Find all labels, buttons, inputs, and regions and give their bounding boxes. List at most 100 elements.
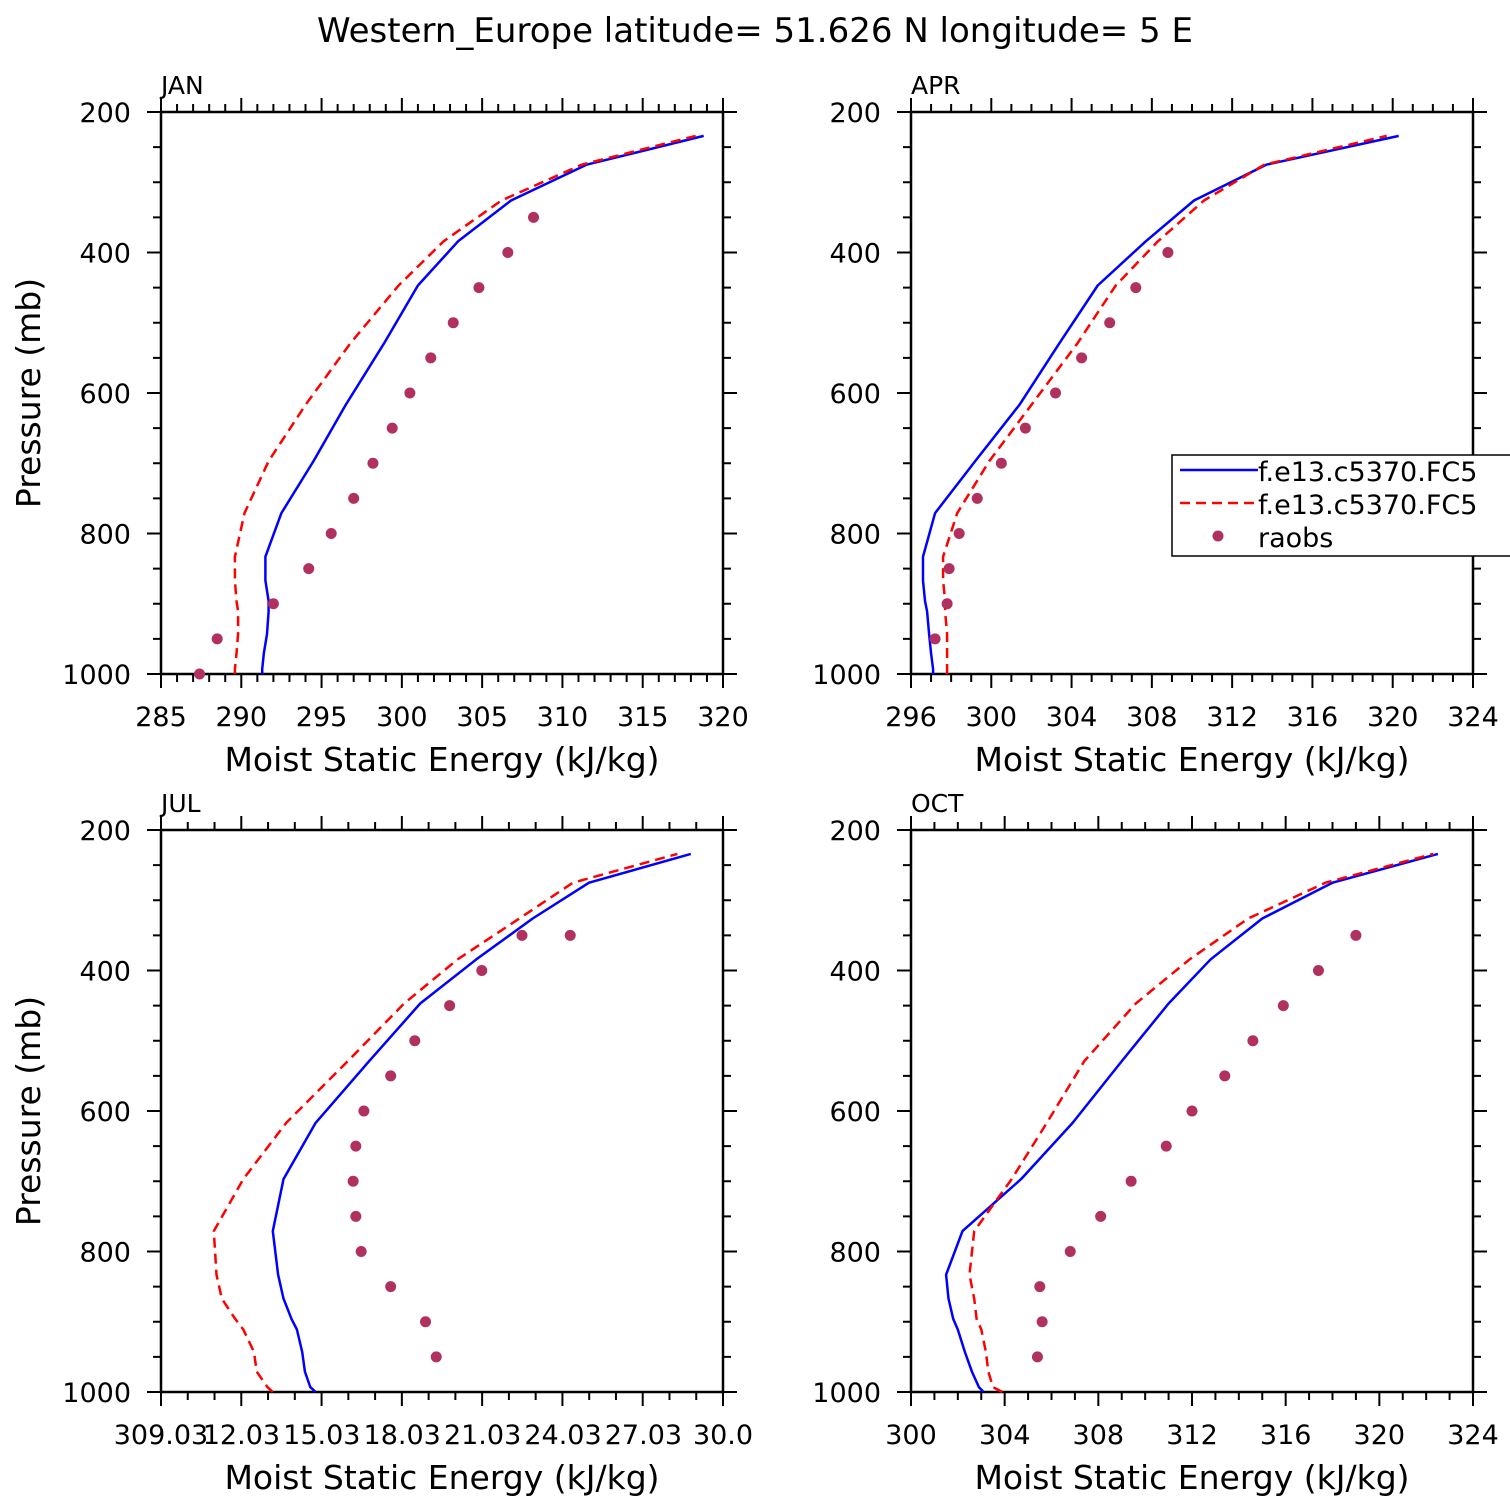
- raobs-point: [1186, 1105, 1198, 1117]
- legend-entry-dashed: f.e13.c5370.FC5: [1180, 490, 1477, 521]
- raobs-point: [1036, 1316, 1048, 1328]
- legend-label-dashed: f.e13.c5370.FC5: [1258, 490, 1477, 521]
- panel-label: JAN: [159, 71, 204, 100]
- legend-box: [1171, 454, 1510, 557]
- legend-entry-raobs: raobs: [1212, 523, 1333, 554]
- panel-label: OCT: [911, 789, 964, 818]
- raobs-point: [953, 528, 965, 539]
- plot-frame: [909, 110, 1475, 676]
- series-line-dashed: [941, 134, 1387, 674]
- y-tick-label: 400: [79, 239, 131, 270]
- raobs-point: [385, 1070, 397, 1082]
- y-tick-label: 600: [829, 1097, 881, 1128]
- y-tick-label: 1000: [812, 660, 881, 691]
- raobs-point: [1247, 1035, 1259, 1047]
- y-tick-label: 600: [829, 379, 881, 410]
- raobs-point: [1350, 929, 1362, 941]
- raobs-point: [194, 668, 206, 680]
- y-tick-label: 800: [829, 520, 881, 551]
- y-tick-label: 200: [829, 98, 881, 129]
- raobs-point: [367, 457, 379, 469]
- series-line-solid: [271, 852, 692, 1393]
- raobs-point: [1064, 1246, 1076, 1257]
- x-tick-label: 296: [885, 702, 937, 733]
- x-tick-label: 15.03: [283, 1420, 360, 1451]
- raobs-point: [995, 457, 1007, 469]
- legend-entry-solid: f.e13.c5370.FC5: [1180, 457, 1477, 488]
- x-tick-label: 24.03: [524, 1420, 601, 1451]
- raobs-point: [420, 1316, 432, 1328]
- raobs-point: [1095, 1210, 1107, 1222]
- y-tick-label: 600: [79, 379, 131, 410]
- raobs-point: [409, 1035, 421, 1047]
- y-tick-label: 1000: [62, 1378, 131, 1409]
- x-tick-label: 309.03: [114, 1420, 208, 1451]
- y-tick-label: 200: [829, 816, 881, 847]
- raobs-point: [1312, 965, 1324, 976]
- raobs-point: [1277, 1000, 1289, 1012]
- y-tick-label: 400: [829, 239, 881, 270]
- raobs-point: [1019, 422, 1031, 434]
- x-tick-label: 295: [296, 702, 348, 733]
- y-tick-label: 400: [829, 957, 881, 988]
- raobs-point: [347, 1175, 359, 1187]
- raobs-point: [473, 282, 485, 294]
- x-tick-label: 21.03: [444, 1420, 521, 1451]
- raobs-point: [386, 422, 398, 434]
- x-tick-label: 290: [216, 702, 268, 733]
- y-tick-label: 1000: [62, 660, 131, 691]
- raobs-point: [564, 929, 576, 941]
- x-axis-label: Moist Static Energy (kJ/kg): [974, 1458, 1409, 1497]
- x-tick-label: 27.03: [605, 1420, 682, 1451]
- raobs-point: [444, 1000, 456, 1012]
- panel-label: JUL: [159, 789, 201, 818]
- raobs-point: [1050, 387, 1062, 399]
- x-tick-label: 310: [537, 702, 589, 733]
- raobs-point: [325, 528, 337, 539]
- x-tick-label: 324: [1447, 702, 1499, 733]
- y-tick-label: 800: [829, 1238, 881, 1269]
- raobs-point: [303, 563, 315, 575]
- raobs-point: [404, 387, 416, 399]
- legend-raobs-marker-swatch: [1212, 530, 1224, 542]
- raobs-point: [430, 1351, 442, 1363]
- legend-label-raobs: raobs: [1258, 523, 1333, 554]
- series-line-dashed: [968, 852, 1434, 1394]
- raobs-point: [1034, 1281, 1046, 1293]
- x-tick-label: 320: [1367, 702, 1419, 733]
- x-tick-label: 285: [135, 702, 187, 733]
- raobs-point: [941, 598, 953, 610]
- x-axis-label: Moist Static Energy (kJ/kg): [974, 740, 1409, 779]
- x-tick-label: 304: [1046, 702, 1098, 733]
- x-axis-label: Moist Static Energy (kJ/kg): [224, 1458, 659, 1497]
- x-tick-label: 300: [376, 702, 428, 733]
- y-axis-label: Pressure (mb): [9, 278, 48, 508]
- x-tick-label: 30.0: [693, 1420, 753, 1451]
- x-tick-label: 308: [1126, 702, 1178, 733]
- raobs-point: [1219, 1070, 1231, 1082]
- y-tick-label: 800: [79, 1238, 131, 1269]
- y-tick-label: 200: [79, 98, 131, 129]
- legend-label-solid: f.e13.c5370.FC5: [1258, 457, 1477, 488]
- plot-frame: [159, 110, 725, 676]
- raobs-point: [1031, 1351, 1043, 1363]
- raobs-point: [355, 1246, 367, 1257]
- x-tick-label: 304: [979, 1420, 1031, 1451]
- y-tick-label: 800: [79, 520, 131, 551]
- series-line-dashed: [212, 852, 678, 1393]
- x-tick-label: 18.03: [364, 1420, 441, 1451]
- raobs-point: [358, 1105, 370, 1117]
- y-tick-label: 600: [79, 1097, 131, 1128]
- raobs-point: [476, 965, 488, 976]
- raobs-point: [528, 211, 540, 223]
- y-tick-label: 1000: [812, 1378, 881, 1409]
- series-line-solid: [944, 852, 1439, 1393]
- figure-title: Western_Europe latitude= 51.626 N longit…: [317, 11, 1193, 51]
- panel-label: APR: [911, 71, 961, 100]
- series-line-dashed: [233, 134, 697, 674]
- y-axis-label: Pressure (mb): [9, 996, 48, 1226]
- raobs-point: [929, 633, 941, 645]
